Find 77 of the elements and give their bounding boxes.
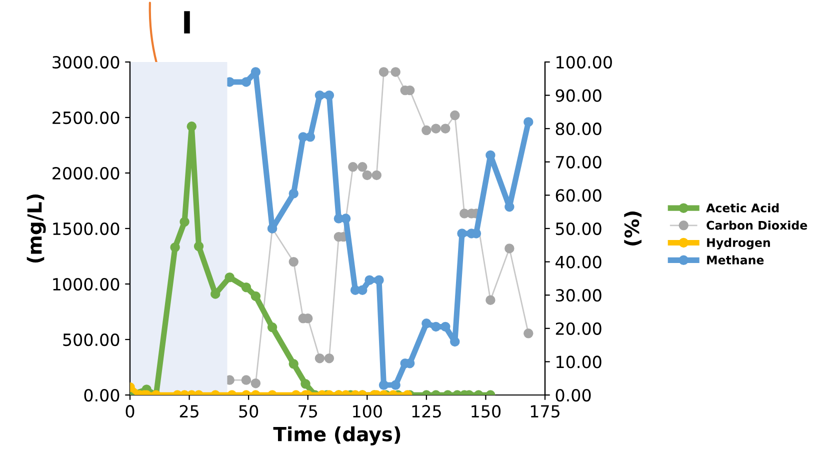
x-tick-label: 0 (126, 405, 134, 418)
y-tick-label: 500.00 (63, 333, 120, 346)
point (324, 354, 334, 364)
y2-tick-label: 10.00 (556, 356, 602, 368)
y-tick-label: 2000.00 (52, 166, 120, 180)
point (450, 336, 460, 347)
point (224, 272, 234, 282)
legend-label: Acetic Acid (706, 203, 779, 212)
point (524, 328, 534, 338)
point (340, 214, 351, 224)
point (450, 110, 460, 120)
y-tick-label: 0.00 (84, 388, 120, 402)
y2-tick-label: 70.00 (556, 156, 602, 168)
point (314, 90, 325, 100)
point (364, 275, 374, 285)
point (524, 117, 534, 127)
point (486, 295, 496, 305)
point (194, 241, 204, 252)
y-tick-label: 2500.00 (52, 111, 120, 124)
y-tick-label: 3000.00 (52, 56, 120, 69)
y2-tick-label: 20.00 (556, 322, 602, 335)
y2-tick-label: 90.00 (556, 89, 602, 102)
point (457, 228, 467, 238)
legend-label: Methane (707, 255, 764, 264)
point (267, 322, 278, 332)
chart-title: I (184, 11, 190, 34)
y2-tick-label: 30.00 (556, 289, 602, 302)
point (288, 188, 298, 198)
point (348, 162, 358, 172)
point (241, 282, 252, 292)
y2-tick-label: 100.00 (556, 56, 612, 69)
point (390, 67, 400, 77)
y-tick-label: 1000.00 (53, 278, 120, 291)
point (440, 322, 450, 332)
y2-tick-label: 40.00 (556, 256, 602, 268)
x-axis-title: Time (days) (273, 426, 400, 446)
y2-tick-label: 80.00 (556, 122, 602, 136)
point (324, 90, 334, 100)
point (305, 132, 316, 142)
point (440, 124, 450, 134)
point (250, 291, 261, 302)
point (241, 375, 252, 385)
point (314, 354, 325, 364)
point (180, 216, 190, 227)
x-tick-label: 75 (298, 405, 318, 418)
legend-label: Carbon Dioxide (706, 220, 808, 230)
x-tick-label: 50 (239, 405, 258, 418)
y-tick-label: 1500.00 (53, 222, 120, 236)
point (288, 256, 298, 267)
point (358, 162, 368, 172)
legend-label: Hydrogen (707, 238, 770, 250)
point (374, 275, 384, 285)
x-tick-label: 125 (412, 405, 441, 418)
x-tick-label: 175 (530, 405, 560, 418)
x-tick-label: 25 (180, 405, 198, 418)
point (431, 322, 441, 332)
point (378, 380, 389, 390)
point (422, 318, 432, 328)
point (390, 380, 400, 390)
point (250, 378, 261, 388)
point (170, 242, 180, 252)
point (504, 244, 514, 254)
x-tick-label: 100 (353, 405, 382, 418)
point (378, 67, 389, 77)
y-axis-title: (mg/L) (26, 194, 46, 263)
y2-tick-label: 50.00 (556, 222, 602, 236)
point (372, 170, 382, 180)
point (241, 77, 252, 87)
y2-tick-label: 0.00 (556, 388, 591, 402)
point (422, 125, 432, 136)
point (362, 170, 372, 180)
x-tick-label: 150 (472, 405, 501, 418)
point (431, 124, 441, 134)
point (358, 285, 368, 295)
y2-tick-label: 60.00 (556, 189, 602, 202)
point (250, 67, 261, 77)
y2-axis-title: (%) (624, 212, 642, 246)
